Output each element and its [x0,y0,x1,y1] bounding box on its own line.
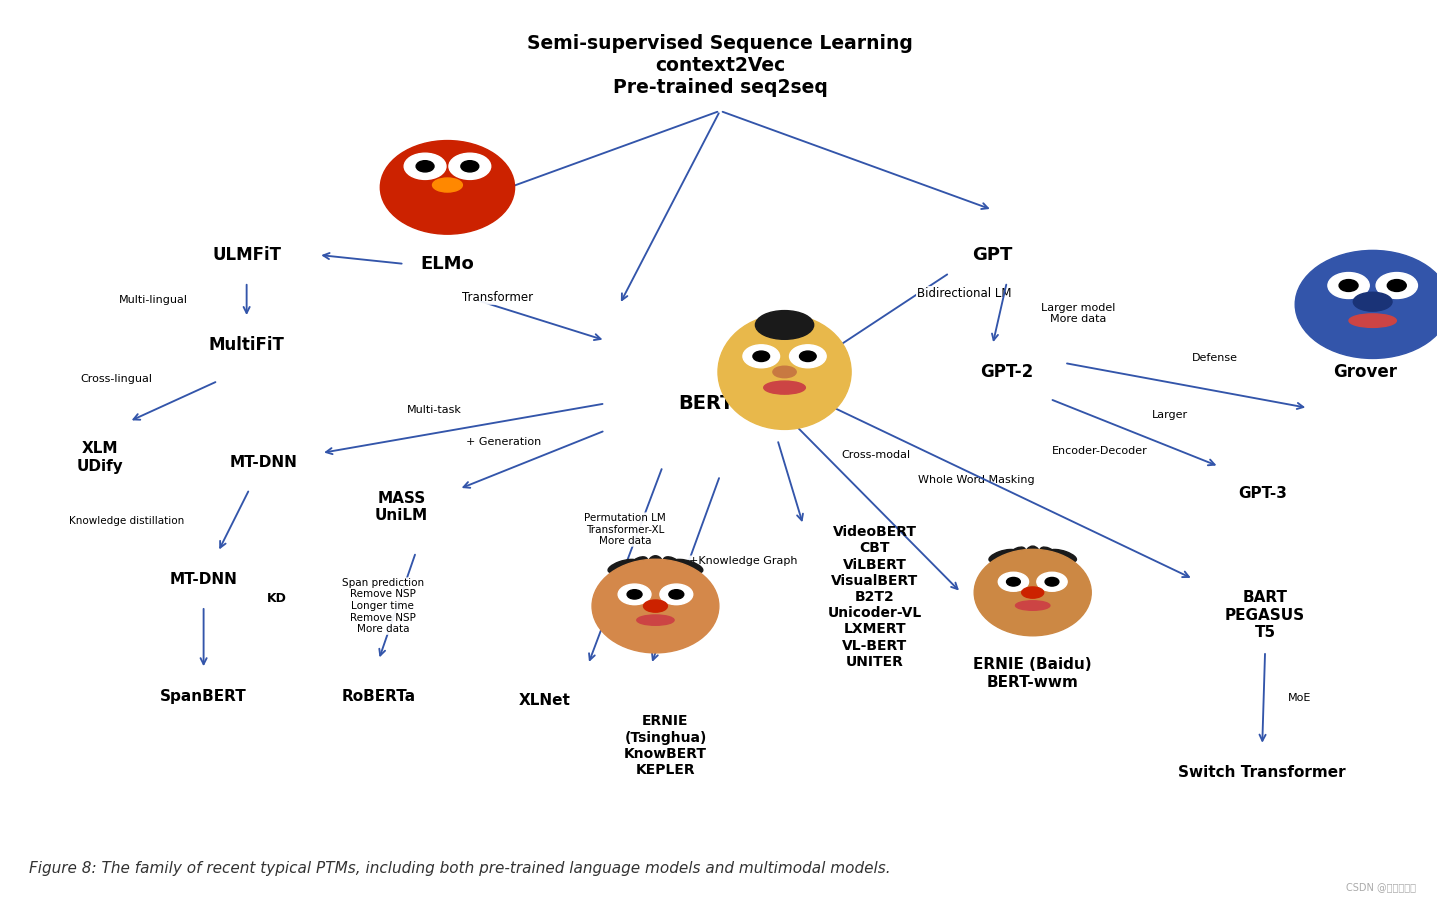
Text: MASS
UniLM: MASS UniLM [374,491,428,524]
Text: Bidirectional LM: Bidirectional LM [917,286,1011,300]
Circle shape [753,351,769,361]
Text: MultiFiT: MultiFiT [209,336,285,354]
Text: CSDN @源代码杀手: CSDN @源代码杀手 [1346,882,1416,892]
Ellipse shape [1025,546,1040,565]
Text: ERNIE (Baidu)
BERT-wwm: ERNIE (Baidu) BERT-wwm [973,658,1092,689]
Circle shape [998,573,1028,592]
Text: RoBERTa: RoBERTa [341,689,416,704]
Ellipse shape [626,557,648,575]
Text: MT-DNN: MT-DNN [230,455,298,469]
Circle shape [1045,577,1058,586]
Circle shape [1387,280,1407,292]
Circle shape [626,590,642,599]
Ellipse shape [1349,313,1397,327]
Ellipse shape [636,615,674,625]
Text: ULMFiT: ULMFiT [212,246,281,264]
Circle shape [416,160,433,172]
Ellipse shape [975,549,1092,636]
Text: Permutation LM
Transformer-XL
More data: Permutation LM Transformer-XL More data [585,513,667,546]
Text: MoE: MoE [1287,693,1312,703]
Circle shape [668,590,684,599]
Ellipse shape [672,559,703,573]
Text: Span prediction
Remove NSP
Longer time
Remove NSP
More data: Span prediction Remove NSP Longer time R… [341,578,423,634]
Text: BERT: BERT [678,394,733,413]
Text: Cross-modal: Cross-modal [842,450,912,460]
Text: Encoder-Decoder: Encoder-Decoder [1053,446,1148,456]
Text: KD: KD [266,592,287,604]
Ellipse shape [719,314,851,429]
Ellipse shape [989,549,1017,563]
Ellipse shape [1048,549,1077,563]
Text: Knowledge distillation: Knowledge distillation [69,516,184,525]
Ellipse shape [1022,587,1044,598]
Text: Multi-lingual: Multi-lingual [120,295,187,305]
Circle shape [1007,577,1021,586]
Ellipse shape [763,381,805,394]
Text: MT-DNN: MT-DNN [170,572,238,586]
Text: Switch Transformer: Switch Transformer [1178,766,1346,780]
Ellipse shape [1015,601,1050,611]
Ellipse shape [592,559,719,653]
Text: Multi-task: Multi-task [408,405,462,415]
Text: Whole Word Masking: Whole Word Masking [919,475,1035,485]
Circle shape [1328,273,1369,298]
Text: + Generation: + Generation [465,437,541,447]
Ellipse shape [756,311,814,340]
Ellipse shape [1354,293,1392,311]
Ellipse shape [608,559,638,573]
Circle shape [449,153,491,179]
Text: ERNIE
(Tsinghua)
KnowBERT
KEPLER: ERNIE (Tsinghua) KnowBERT KEPLER [624,714,707,777]
Ellipse shape [647,555,664,577]
Text: Defense: Defense [1192,353,1238,363]
Text: VideoBERT
CBT
ViLBERT
VisualBERT
B2T2
Unicoder-VL
LXMERT
VL-BERT
UNITER: VideoBERT CBT ViLBERT VisualBERT B2T2 Un… [828,525,922,669]
Circle shape [461,160,478,172]
Circle shape [660,584,693,604]
Text: GPT: GPT [972,246,1012,264]
Text: Larger: Larger [1152,410,1188,419]
Circle shape [743,345,779,368]
Circle shape [1339,280,1358,292]
Ellipse shape [662,557,685,575]
Text: BART
PEGASUS
T5: BART PEGASUS T5 [1225,590,1305,640]
Text: Larger model
More data: Larger model More data [1041,303,1116,324]
Ellipse shape [773,366,796,378]
Text: GPT-3: GPT-3 [1238,486,1287,501]
Text: XLNet: XLNet [518,693,570,708]
Ellipse shape [432,178,462,192]
Text: XLM
UDify: XLM UDify [76,441,124,474]
Circle shape [1037,573,1067,592]
Text: Cross-lingual: Cross-lingual [81,373,153,384]
Text: Grover: Grover [1333,363,1397,381]
Circle shape [1377,273,1417,298]
Circle shape [789,345,827,368]
Text: ELMo: ELMo [420,255,474,273]
Text: Semi-supervised Sequence Learning
context2Vec
Pre-trained seq2seq: Semi-supervised Sequence Learning contex… [527,34,913,97]
Text: Figure 8: The family of recent typical PTMs, including both pre-trained language: Figure 8: The family of recent typical P… [29,862,890,876]
Ellipse shape [1040,547,1060,564]
Text: GPT-2: GPT-2 [981,363,1034,381]
Circle shape [405,153,446,179]
Ellipse shape [644,600,667,612]
Text: Transformer: Transformer [462,291,533,304]
Ellipse shape [380,140,514,234]
Ellipse shape [1005,547,1025,564]
Text: +Knowledge Graph: +Knowledge Graph [688,556,798,566]
Circle shape [799,351,816,361]
Text: SpanBERT: SpanBERT [160,689,248,704]
Circle shape [618,584,651,604]
Ellipse shape [1295,250,1440,359]
